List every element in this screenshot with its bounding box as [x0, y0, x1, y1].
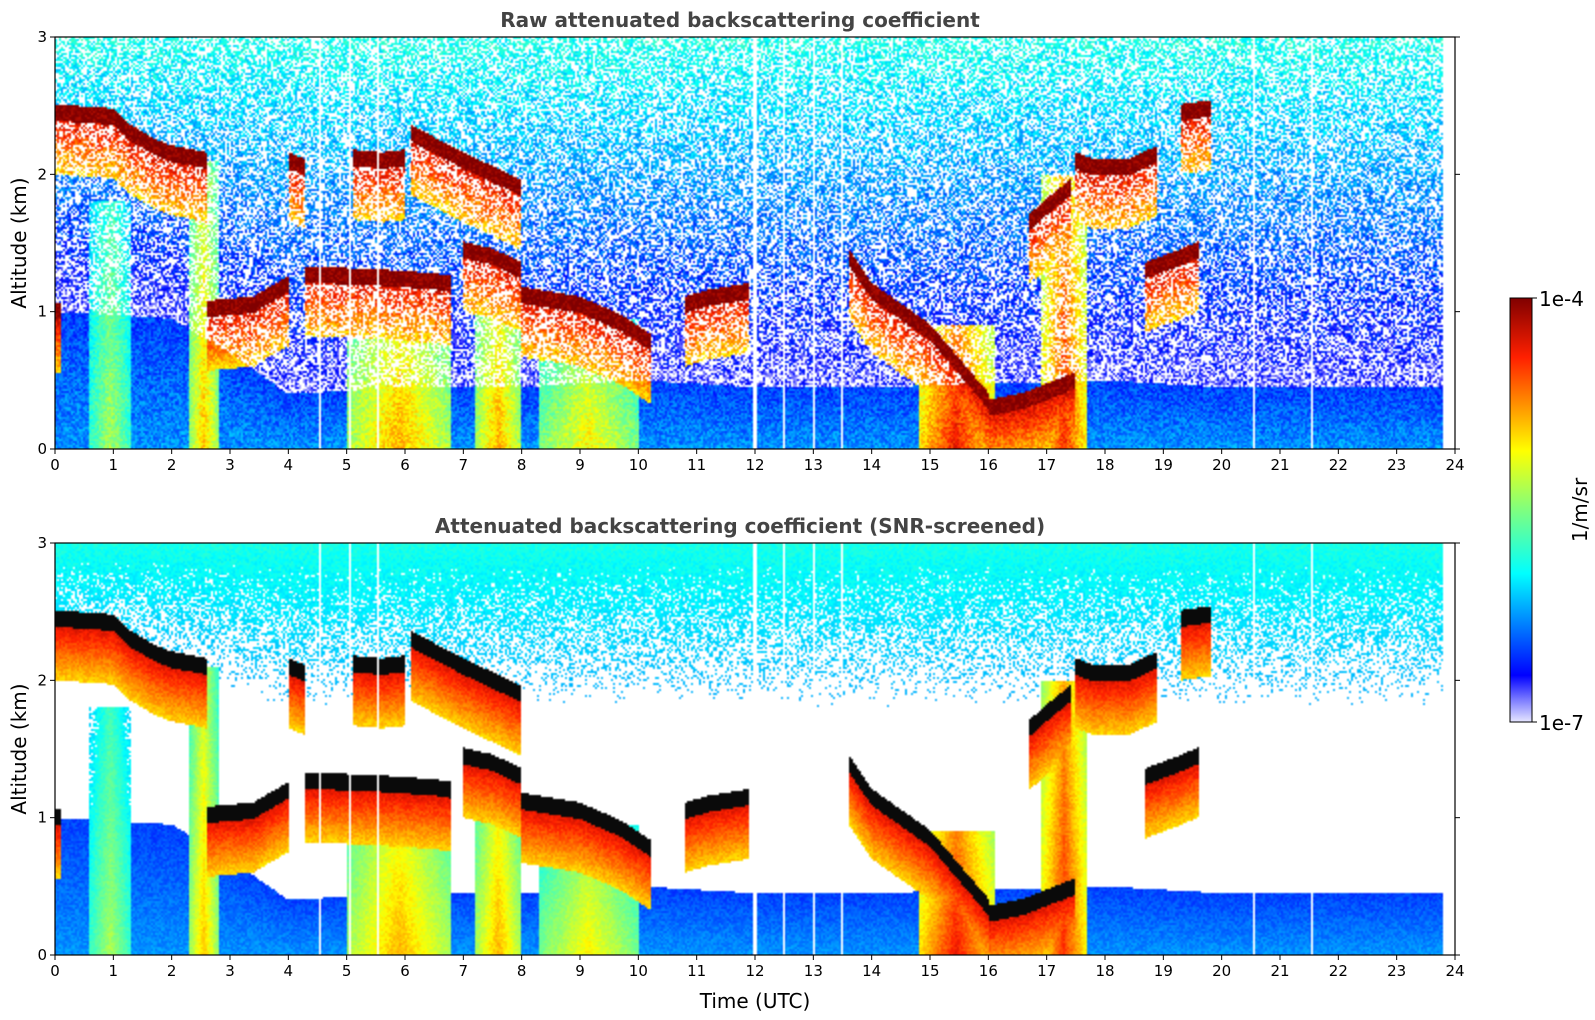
panel-raw: Raw attenuated backscattering coefficien… [7, 8, 1465, 474]
x-tick-label: 13 [804, 962, 823, 980]
colorbar-unit-label: 1/m/sr [1568, 477, 1592, 542]
x-tick-label: 24 [1445, 456, 1464, 474]
x-tick-label: 0 [50, 456, 60, 474]
y-tick-label: 0 [37, 946, 47, 964]
panel-screened: Attenuated backscattering coefficient (S… [7, 514, 1465, 1013]
x-tick-label: 0 [50, 962, 60, 980]
colorbar: 1e-4 1e-7 1/m/sr [1509, 287, 1592, 735]
colorbar-max-label: 1e-4 [1539, 287, 1584, 311]
y-tick-label: 2 [37, 165, 47, 183]
y-tick-label: 3 [37, 28, 47, 46]
x-tick-label: 24 [1445, 962, 1464, 980]
x-tick-label: 13 [804, 456, 823, 474]
x-tick-label: 16 [979, 456, 998, 474]
x-axis-raw: 0 1 2 3 4 5 6 7 8 9 10 11 12 13 14 15 16 17 18 19 20 21 22 23 24 [50, 449, 1465, 474]
x-tick-label: 15 [920, 456, 939, 474]
x-tick-label: 9 [575, 962, 585, 980]
panel-title-raw: Raw attenuated backscattering coefficien… [500, 8, 980, 32]
x-tick-label: 5 [342, 456, 352, 474]
x-tick-label: 15 [920, 962, 939, 980]
x-tick-label: 6 [400, 456, 410, 474]
x-tick-label: 1 [109, 962, 119, 980]
x-tick-label: 20 [1212, 962, 1231, 980]
x-tick-label: 18 [1095, 456, 1114, 474]
y-axis-label-screened: Altitude (km) [7, 683, 31, 814]
x-tick-label: 10 [629, 456, 648, 474]
x-tick-label: 14 [862, 456, 881, 474]
x-tick-label: 11 [687, 456, 706, 474]
x-tick-label: 21 [1270, 962, 1289, 980]
x-axis-screened: 0 1 2 3 4 5 6 7 8 9 10 11 12 13 14 15 16 17 18 19 20 21 22 23 24 [50, 955, 1465, 980]
y-tick-label: 1 [37, 809, 47, 827]
colorbar-gradient [1509, 297, 1533, 723]
panel-title-screened: Attenuated backscattering coefficient (S… [435, 514, 1045, 538]
x-tick-label: 23 [1387, 962, 1406, 980]
x-tick-label: 17 [1037, 456, 1056, 474]
x-tick-label: 3 [225, 962, 235, 980]
y-tick-label: 1 [37, 303, 47, 321]
x-tick-label: 12 [745, 962, 764, 980]
x-tick-label: 2 [167, 456, 177, 474]
x-tick-label: 4 [284, 456, 294, 474]
x-tick-label: 21 [1270, 456, 1289, 474]
heatmap-screened [54, 542, 1456, 956]
x-tick-label: 3 [225, 456, 235, 474]
x-tick-label: 14 [862, 962, 881, 980]
x-tick-label: 16 [979, 962, 998, 980]
x-tick-label: 7 [459, 962, 469, 980]
heatmap-image-screened [55, 543, 1455, 955]
y-axis-raw: 0 1 2 3 [37, 28, 1460, 458]
x-tick-label: 1 [109, 456, 119, 474]
x-tick-label: 19 [1154, 456, 1173, 474]
x-tick-label: 22 [1329, 456, 1348, 474]
x-tick-label: 23 [1387, 456, 1406, 474]
y-tick-label: 2 [37, 671, 47, 689]
colorbar-min-label: 1e-7 [1539, 711, 1584, 735]
x-tick-label: 10 [629, 962, 648, 980]
x-tick-label: 6 [400, 962, 410, 980]
x-tick-label: 20 [1212, 456, 1231, 474]
x-tick-label: 17 [1037, 962, 1056, 980]
x-tick-label: 8 [517, 456, 527, 474]
heatmap-image-raw [55, 37, 1455, 449]
heatmap-raw [54, 36, 1456, 450]
x-axis-label: Time (UTC) [699, 989, 811, 1013]
x-tick-label: 4 [284, 962, 294, 980]
x-tick-label: 19 [1154, 962, 1173, 980]
x-tick-label: 11 [687, 962, 706, 980]
x-tick-label: 7 [459, 456, 469, 474]
x-tick-label: 22 [1329, 962, 1348, 980]
x-tick-label: 9 [575, 456, 585, 474]
x-tick-label: 18 [1095, 962, 1114, 980]
x-tick-label: 8 [517, 962, 527, 980]
x-tick-label: 2 [167, 962, 177, 980]
y-axis-screened: 0 1 2 3 [37, 534, 1460, 964]
x-tick-label: 12 [745, 456, 764, 474]
y-tick-label: 0 [37, 440, 47, 458]
y-tick-label: 3 [37, 534, 47, 552]
x-tick-label: 5 [342, 962, 352, 980]
y-axis-label-raw: Altitude (km) [7, 177, 31, 308]
